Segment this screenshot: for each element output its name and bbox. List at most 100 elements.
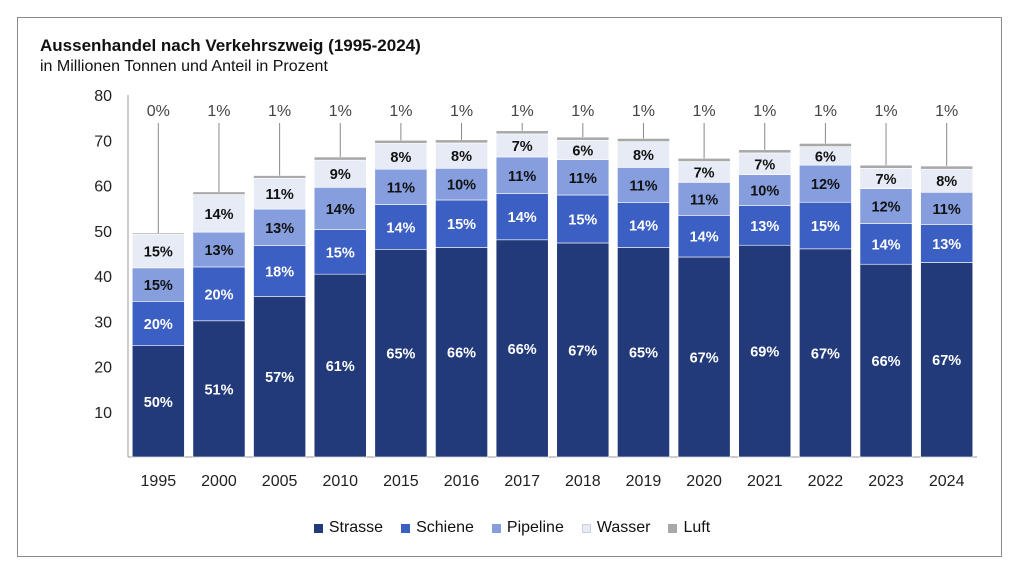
bar-luft-2005 [253, 175, 306, 179]
bar-pipeline-2010 [313, 187, 367, 230]
data-label-pipeline-2010: 14% [326, 202, 355, 218]
data-label-schiene-2024: 13% [932, 237, 961, 253]
data-label-pipeline-2000: 13% [204, 243, 233, 259]
legend-item-wasser: Wasser [581, 519, 650, 537]
data-label-wasser-2017: 7% [512, 139, 533, 155]
y-tick-label: 50 [94, 224, 112, 241]
data-label-strasse-2016: 66% [447, 346, 476, 362]
data-label-wasser-2015: 8% [390, 150, 411, 166]
data-label-strasse-2020: 67% [690, 350, 719, 366]
x-tick-label-1995: 1995 [141, 473, 177, 490]
bar-schiene-2000 [192, 266, 246, 322]
data-label-luft-2017: 1% [511, 103, 534, 120]
bar-strasse-2022 [799, 248, 852, 458]
data-label-pipeline-2015: 11% [387, 180, 415, 196]
data-label-strasse-2005: 57% [265, 370, 294, 386]
data-label-pipeline-2022: 12% [811, 177, 840, 193]
bar-strasse-2024 [920, 262, 974, 458]
data-label-pipeline-2020: 11% [690, 192, 718, 208]
legend-swatch-luft [668, 523, 678, 533]
bar-wasser-1995 [131, 234, 185, 269]
bar-strasse-2016 [435, 247, 488, 458]
y-tick-label: 30 [94, 314, 112, 331]
bar-strasse-2021 [738, 244, 792, 458]
data-label-luft-1995: 0% [147, 103, 170, 120]
legend-label-luft: Luft [683, 519, 711, 536]
data-label-wasser-2010: 9% [330, 167, 351, 183]
data-label-pipeline-2019: 11% [629, 179, 657, 195]
bar-pipeline-2000 [192, 231, 246, 268]
data-label-wasser-2019: 8% [633, 148, 654, 164]
data-label-luft-2019: 1% [632, 103, 655, 120]
data-label-schiene-2005: 18% [265, 265, 294, 281]
data-label-luft-2016: 1% [450, 103, 473, 120]
data-label-wasser-2005: 11% [265, 187, 293, 203]
bar-luft-2024 [920, 165, 974, 170]
y-tick-label: 20 [94, 360, 112, 377]
data-label-strasse-1995: 50% [144, 395, 173, 411]
bar-schiene-2005 [253, 245, 306, 297]
x-tick-label-2015: 2015 [383, 473, 419, 490]
bar-luft-2000 [192, 191, 246, 195]
bar-pipeline-2018 [556, 159, 610, 196]
bar-pipeline-2017 [495, 156, 549, 194]
x-tick-label-2000: 2000 [201, 473, 237, 490]
data-label-pipeline-2016: 10% [447, 178, 476, 194]
x-tick-label-2021: 2021 [747, 473, 783, 490]
bar-schiene-2024 [920, 224, 974, 263]
x-tick-label-2017: 2017 [504, 473, 540, 490]
x-tick-label-2005: 2005 [262, 473, 298, 490]
bar-pipeline-2021 [738, 174, 792, 206]
data-label-wasser-2021: 7% [754, 157, 775, 173]
bar-wasser-2019 [617, 141, 670, 168]
data-label-pipeline-2018: 11% [569, 171, 597, 187]
data-label-schiene-1995: 20% [144, 317, 173, 333]
bar-luft-2019 [617, 138, 670, 142]
data-label-wasser-2000: 14% [204, 207, 233, 223]
data-label-luft-2022: 1% [814, 103, 837, 120]
bar-luft-2020 [677, 158, 731, 162]
data-label-pipeline-2005: 13% [265, 221, 294, 237]
bar-pipeline-2019 [617, 167, 670, 203]
legend-item-pipeline: Pipeline [491, 519, 564, 537]
y-tick-label: 40 [94, 269, 112, 286]
x-tick-label-2022: 2022 [808, 473, 844, 490]
data-label-strasse-2024: 67% [932, 353, 961, 369]
bar-pipeline-2024 [920, 191, 974, 225]
bar-strasse-2010 [313, 273, 367, 458]
data-label-wasser-2016: 8% [451, 149, 472, 165]
data-label-strasse-2023: 66% [872, 354, 901, 370]
data-label-wasser-2024: 8% [936, 174, 957, 190]
bar-strasse-2019 [617, 247, 670, 458]
data-label-schiene-2016: 15% [447, 217, 476, 233]
data-label-wasser-2020: 7% [694, 165, 715, 181]
data-label-pipeline-1995: 15% [144, 278, 173, 294]
legend-swatch-pipeline [491, 523, 501, 533]
bar-strasse-2000 [192, 320, 246, 458]
bar-schiene-2018 [556, 194, 610, 244]
data-label-pipeline-2023: 12% [872, 200, 901, 216]
y-tick-label: 10 [94, 405, 112, 422]
data-label-schiene-2022: 15% [811, 219, 840, 235]
bar-luft-2018 [556, 136, 610, 141]
data-label-schiene-2010: 15% [326, 245, 355, 261]
bar-luft-2016 [435, 139, 488, 144]
data-label-wasser-2022: 6% [815, 149, 836, 165]
bar-strasse-2023 [859, 263, 913, 458]
data-label-luft-2005: 1% [268, 103, 291, 120]
bar-pipeline-2016 [435, 168, 488, 201]
bar-schiene-2023 [859, 223, 913, 265]
legend-label-schiene: Schiene [416, 519, 474, 536]
data-label-schiene-2020: 14% [690, 230, 719, 246]
data-label-schiene-2015: 14% [386, 220, 415, 236]
bar-strasse-2020 [677, 256, 731, 458]
bar-schiene-1995 [131, 301, 185, 346]
bar-strasse-2005 [253, 296, 306, 458]
data-label-wasser-2023: 7% [876, 172, 897, 188]
x-tick-label-2018: 2018 [565, 473, 601, 490]
x-tick-label-2020: 2020 [686, 473, 722, 490]
bar-pipeline-1995 [131, 267, 185, 302]
data-label-luft-2000: 1% [207, 103, 230, 120]
data-label-luft-2023: 1% [874, 103, 897, 120]
